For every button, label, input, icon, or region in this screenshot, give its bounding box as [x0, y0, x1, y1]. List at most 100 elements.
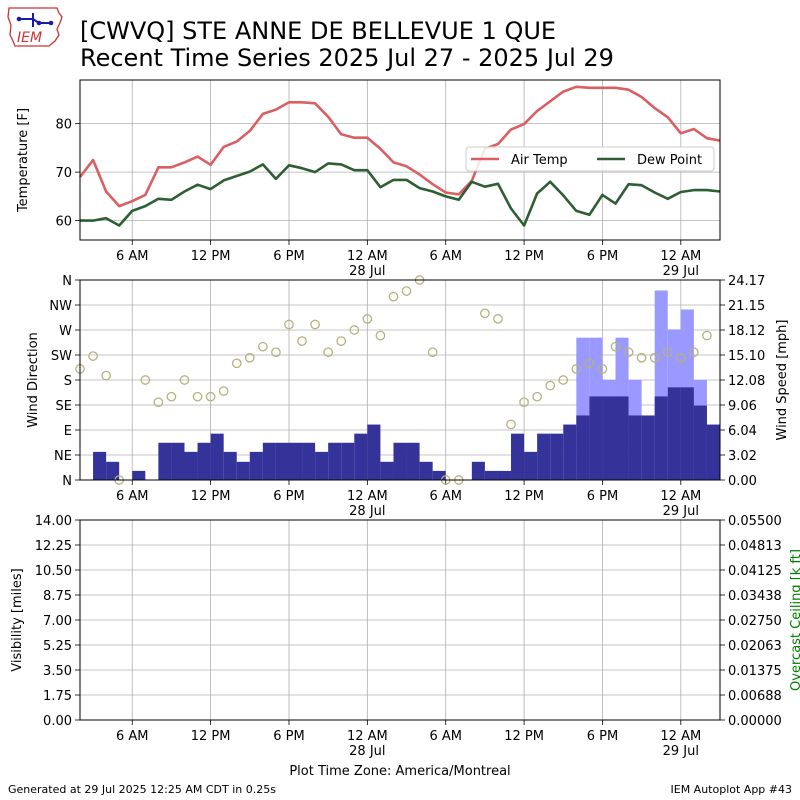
iem-logo: IEM: [5, 5, 65, 51]
wind-direction-point: [349, 325, 360, 335]
wind-speed-bar: [628, 415, 642, 480]
wind-frame: [79, 279, 721, 481]
wind-speed-bar: [223, 451, 237, 480]
wind-xtick-label: 12 PM: [504, 489, 544, 504]
wind-speed-bar: [367, 424, 381, 480]
wind-speed-bar: [197, 442, 211, 480]
ceiling-ylabel: Overcast Ceiling [k ft]: [789, 549, 800, 691]
app-label: IEM Autoplot App #43: [670, 783, 793, 796]
wind-speed-bar: [93, 451, 107, 480]
wind-xtick-label: 28 Jul: [349, 504, 385, 519]
wind-direction-point: [571, 364, 582, 374]
wind-direction-point: [649, 352, 660, 363]
wind-speed-bar: [589, 396, 603, 480]
wind-speed-bar: [328, 442, 342, 480]
vis-xtick-label: 6 PM: [273, 729, 304, 744]
wind-speed-tick-label: 18.12: [728, 324, 765, 339]
wind-speed-bar: [419, 461, 433, 480]
wind-direction-point: [375, 330, 386, 341]
vis-tick-label: 10.50: [35, 564, 72, 579]
wind-speed-tick-label: 0.00: [728, 474, 757, 489]
wind-speed-bar: [354, 433, 368, 480]
wind-direction-point: [88, 351, 98, 361]
temp-xtick-label: 29 Jul: [663, 264, 699, 279]
wind-direction-point: [702, 330, 712, 341]
temp-ytick-label: 70: [55, 166, 72, 181]
wind-speed-tick-label: 6.04: [728, 424, 757, 439]
wind-speed-bar: [184, 451, 198, 480]
timezone-label: Plot Time Zone: America/Montreal: [289, 764, 511, 779]
wind-direction-point: [258, 341, 268, 352]
vis-xtick-label: 12 PM: [191, 729, 231, 744]
temp-xtick-label: 6 AM: [429, 249, 462, 264]
temp-xtick-label: 6 PM: [273, 249, 304, 264]
wind-direction-point: [506, 419, 516, 430]
vis-tick-label: 8.75: [43, 589, 72, 604]
ceiling-tick-label: 0.00688: [728, 689, 782, 704]
wind-speed-bar: [615, 396, 629, 480]
wind-speed-bar: [106, 461, 120, 480]
wind-speed-tick-label: 24.17: [728, 274, 765, 289]
dew-point-line: [80, 162, 721, 227]
wind-direction-point: [480, 308, 490, 319]
vis-ylabel: Visibility [miles]: [10, 568, 25, 671]
wind-xtick-label: 6 PM: [587, 489, 618, 504]
temp-xtick-label: 6 PM: [587, 249, 618, 264]
wind-speed-bar: [210, 433, 224, 480]
wind-direction-point: [545, 380, 556, 391]
wind-speed-bar: [602, 396, 616, 480]
wind-direction-point: [101, 370, 111, 381]
wind-speed-bar: [315, 451, 329, 480]
wind-speed-bar: [550, 433, 564, 480]
wind-direction-point: [244, 352, 255, 363]
temp-xtick-label: 12 AM: [660, 249, 701, 264]
ceiling-tick-label: 0.02063: [728, 639, 782, 654]
wind-direction-point: [623, 347, 634, 358]
wind-dir-tick-label: SE: [56, 399, 72, 414]
temp-xtick-label: 12 PM: [191, 249, 231, 264]
wind-speed-tick-label: 9.06: [728, 399, 757, 414]
wind-speed-bar: [680, 387, 694, 480]
wind-xtick-label: 6 PM: [273, 489, 304, 504]
temp-xtick-label: 12 AM: [347, 249, 388, 264]
temp-ytick-label: 80: [55, 118, 72, 133]
wind-speed-bar: [471, 461, 485, 480]
wind-xtick-label: 12 AM: [660, 489, 701, 504]
wind-speed-bar: [406, 442, 420, 480]
wind-speed-bar: [524, 451, 538, 480]
ceiling-tick-label: 0.00000: [728, 714, 782, 729]
vis-xtick-label: 12 AM: [660, 729, 701, 744]
wind-direction-point: [401, 286, 412, 296]
wind-direction-point: [166, 391, 177, 402]
wind-speed-bar: [693, 405, 707, 480]
generated-note: Generated at 29 Jul 2025 12:25 AM CDT in…: [8, 783, 276, 796]
wind-speed-bar: [393, 442, 407, 480]
chart-title-range: Recent Time Series 2025 Jul 27 - 2025 Ju…: [80, 44, 614, 72]
wind-speed-tick-label: 21.15: [728, 299, 765, 314]
ceiling-tick-label: 0.01375: [728, 664, 782, 679]
wind-direction-point: [558, 375, 569, 385]
vis-tick-label: 1.75: [43, 689, 72, 704]
wind-speed-bar: [667, 387, 681, 480]
temp-ytick-label: 60: [55, 215, 72, 230]
temp-xtick-label: 6 AM: [116, 249, 149, 264]
wind-dir-tick-label: NW: [49, 299, 72, 314]
vis-tick-label: 0.00: [43, 714, 72, 729]
wind-speed-tick-label: 3.02: [728, 449, 757, 464]
vis-xtick-label: 6 AM: [429, 729, 462, 744]
wind-speed-bar: [563, 424, 577, 480]
wind-speed-bar: [158, 442, 172, 480]
wind-direction-point: [179, 375, 190, 385]
wind-dir-tick-label: N: [62, 474, 72, 489]
wind-direction-point: [323, 347, 334, 358]
ceiling-tick-label: 0.02750: [728, 614, 782, 629]
wind-speed-bar: [484, 470, 498, 480]
wind-speed-bar: [432, 470, 446, 480]
wind-speed-bar: [236, 461, 250, 480]
temp-frame: [79, 79, 721, 241]
wind-direction-point: [689, 347, 699, 358]
dew-point-legend-label: Dew Point: [637, 153, 702, 168]
wind-speed-bar: [302, 442, 316, 480]
